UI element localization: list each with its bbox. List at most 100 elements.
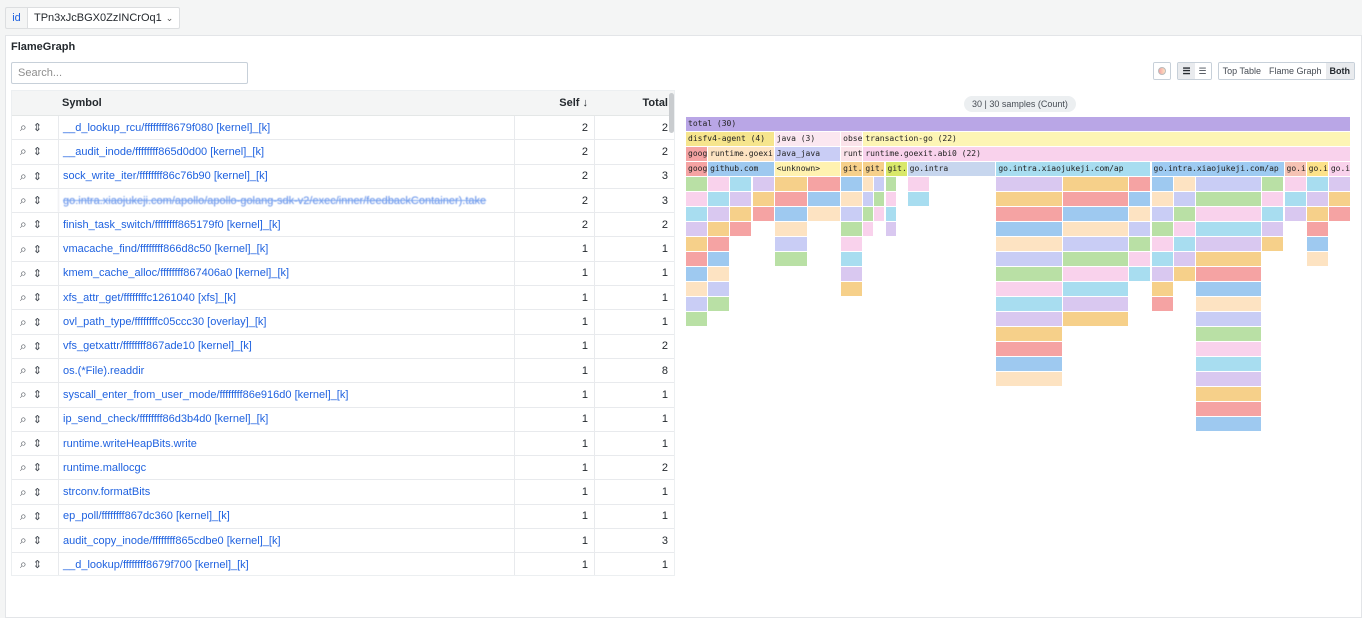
symbol-cell[interactable]: runtime.writeHeapBits.write	[58, 431, 514, 456]
table-row[interactable]: ⌕ ⇕ audit_copy_inode/ffffffff865cdbe0 [ker…	[12, 529, 674, 554]
table-row[interactable]: ⌕ ⇕ __d_lookup_rcu/ffffffff8679f080 [kerne…	[12, 116, 674, 141]
view-top-table-button[interactable]: Top Table	[1218, 63, 1265, 79]
flame-frame[interactable]	[1262, 192, 1285, 206]
flame-frame[interactable]	[774, 192, 808, 206]
search-icon[interactable]: ⌕	[20, 265, 27, 280]
flame-frame[interactable]	[1062, 267, 1130, 281]
total-column-header[interactable]: Total	[642, 97, 668, 109]
flame-frame[interactable]	[708, 192, 731, 206]
flame-frame[interactable]	[1195, 297, 1263, 311]
flame-frame[interactable]: go.intra.xiaojukeji.com/ap	[996, 162, 1152, 176]
search-icon[interactable]: ⌕	[20, 120, 27, 135]
search-icon[interactable]: ⌕	[20, 557, 27, 572]
flame-frame[interactable]	[874, 207, 886, 221]
symbol-cell[interactable]: kmem_cache_alloc/ffffffff867406a0 [kerne…	[58, 261, 514, 286]
symbol-cell[interactable]: __d_lookup/ffffffff8679f700 [kernel]_[k]	[58, 553, 514, 575]
flame-frame[interactable]: runt	[841, 147, 864, 161]
flame-frame[interactable]	[1306, 192, 1329, 206]
flame-graph[interactable]: total (30) disfv4-agent (4) java (3) obse tr…	[686, 117, 1351, 617]
flame-frame[interactable]	[686, 312, 709, 326]
search-icon[interactable]: ⌕	[20, 241, 27, 256]
flame-frame[interactable]	[1195, 372, 1263, 386]
flame-frame[interactable]	[730, 192, 753, 206]
flame-frame[interactable]: git.	[841, 162, 864, 176]
search-icon[interactable]: ⌕	[20, 314, 27, 329]
sandwich-view-icon[interactable]: ⇕	[32, 413, 42, 426]
flame-frame[interactable]: git.	[863, 162, 886, 176]
flame-frame[interactable]	[730, 222, 753, 236]
symbol-cell[interactable]: os.(*File).readdir	[58, 358, 514, 383]
flame-frame[interactable]	[1195, 252, 1263, 266]
flame-frame[interactable]	[730, 177, 753, 191]
flame-frame[interactable]	[752, 207, 775, 221]
search-icon[interactable]: ⌕	[20, 338, 27, 353]
flame-frame[interactable]	[752, 192, 775, 206]
search-icon[interactable]: ⌕	[20, 217, 27, 232]
flame-frame[interactable]	[686, 252, 709, 266]
flame-frame[interactable]	[708, 177, 731, 191]
flame-frame[interactable]	[1262, 222, 1285, 236]
flame-frame[interactable]	[996, 207, 1063, 221]
sandwich-view-icon[interactable]: ⇕	[32, 365, 42, 378]
flame-frame[interactable]	[807, 207, 842, 221]
flame-frame[interactable]	[996, 252, 1063, 266]
variable-dropdown[interactable]: TPn3xJcBGX0ZzINCrOq1 ⌄	[27, 7, 181, 29]
view-flame-graph-button[interactable]: Flame Graph	[1264, 63, 1326, 79]
flame-frame[interactable]	[841, 192, 864, 206]
flame-frame[interactable]	[996, 372, 1063, 386]
flame-frame[interactable]	[708, 297, 731, 311]
flame-frame[interactable]	[1151, 267, 1174, 281]
flame-frame[interactable]	[996, 222, 1063, 236]
flame-frame[interactable]	[1306, 207, 1329, 221]
flame-frame[interactable]	[885, 222, 897, 236]
flame-frame[interactable]	[686, 177, 709, 191]
flame-frame[interactable]	[1173, 267, 1196, 281]
flame-frame[interactable]	[1195, 222, 1263, 236]
flame-frame[interactable]: goog	[686, 162, 709, 176]
self-column-header[interactable]: Self ↓	[514, 97, 594, 109]
symbol-cell[interactable]: __d_lookup_rcu/ffffffff8679f080 [kernel]…	[58, 116, 514, 140]
table-scrollbar[interactable]	[669, 93, 674, 133]
flame-frame[interactable]	[1195, 192, 1263, 206]
flame-frame[interactable]	[885, 192, 897, 206]
search-icon[interactable]: ⌕	[20, 387, 27, 402]
flame-frame[interactable]	[1262, 177, 1285, 191]
flame-frame[interactable]	[1262, 207, 1285, 221]
flame-frame[interactable]	[863, 192, 875, 206]
flame-frame[interactable]	[1328, 192, 1351, 206]
flame-frame[interactable]	[807, 192, 842, 206]
search-icon[interactable]: ⌕	[20, 168, 27, 183]
flame-frame[interactable]: disfv4-agent (4)	[686, 132, 775, 146]
symbol-cell[interactable]: finish_task_switch/ffffffff865179f0 [ker…	[58, 213, 514, 237]
search-input[interactable]	[11, 62, 248, 84]
table-row[interactable]: ⌕ ⇕ syscall_enter_from_user_mode/ffffffff8…	[12, 383, 674, 408]
flame-frame[interactable]	[996, 342, 1063, 356]
flame-frame[interactable]	[1195, 402, 1263, 416]
symbol-cell[interactable]: sock_write_iter/ffffffff86c76b90 [kernel…	[58, 164, 514, 188]
search-icon[interactable]: ⌕	[20, 193, 27, 208]
flame-frame[interactable]	[686, 207, 709, 221]
flame-frame[interactable]	[863, 177, 875, 191]
flame-frame[interactable]	[841, 177, 864, 191]
flame-frame[interactable]	[1151, 297, 1174, 311]
flame-frame[interactable]	[1129, 207, 1152, 221]
symbol-cell[interactable]: xfs_attr_get/ffffffffc1261040 [xfs]_[k]	[58, 286, 514, 310]
flame-frame[interactable]	[1262, 237, 1285, 251]
search-icon[interactable]: ⌕	[20, 411, 27, 426]
symbol-cell[interactable]: strconv.formatBits	[58, 480, 514, 504]
flame-frame[interactable]	[1151, 192, 1174, 206]
flame-frame[interactable]: <unknown>	[774, 162, 842, 176]
sandwich-view-icon[interactable]: ⇕	[32, 243, 42, 256]
flame-frame[interactable]	[996, 237, 1063, 251]
flame-frame[interactable]	[841, 222, 864, 236]
table-row[interactable]: ⌕ ⇕ strconv.formatBits 1 1	[12, 480, 674, 505]
flame-frame[interactable]	[730, 207, 753, 221]
sandwich-view-icon[interactable]: ⇕	[32, 195, 42, 208]
flame-frame[interactable]	[1151, 207, 1174, 221]
flame-frame[interactable]	[752, 177, 775, 191]
symbol-cell[interactable]: vmacache_find/ffffffff866d8c50 [kernel]_…	[58, 237, 514, 261]
flame-frame[interactable]	[686, 297, 709, 311]
flame-frame[interactable]	[863, 207, 875, 221]
table-row[interactable]: ⌕ ⇕ ovl_path_type/ffffffffc05ccc30 [overla…	[12, 310, 674, 335]
flame-frame[interactable]	[1129, 222, 1152, 236]
